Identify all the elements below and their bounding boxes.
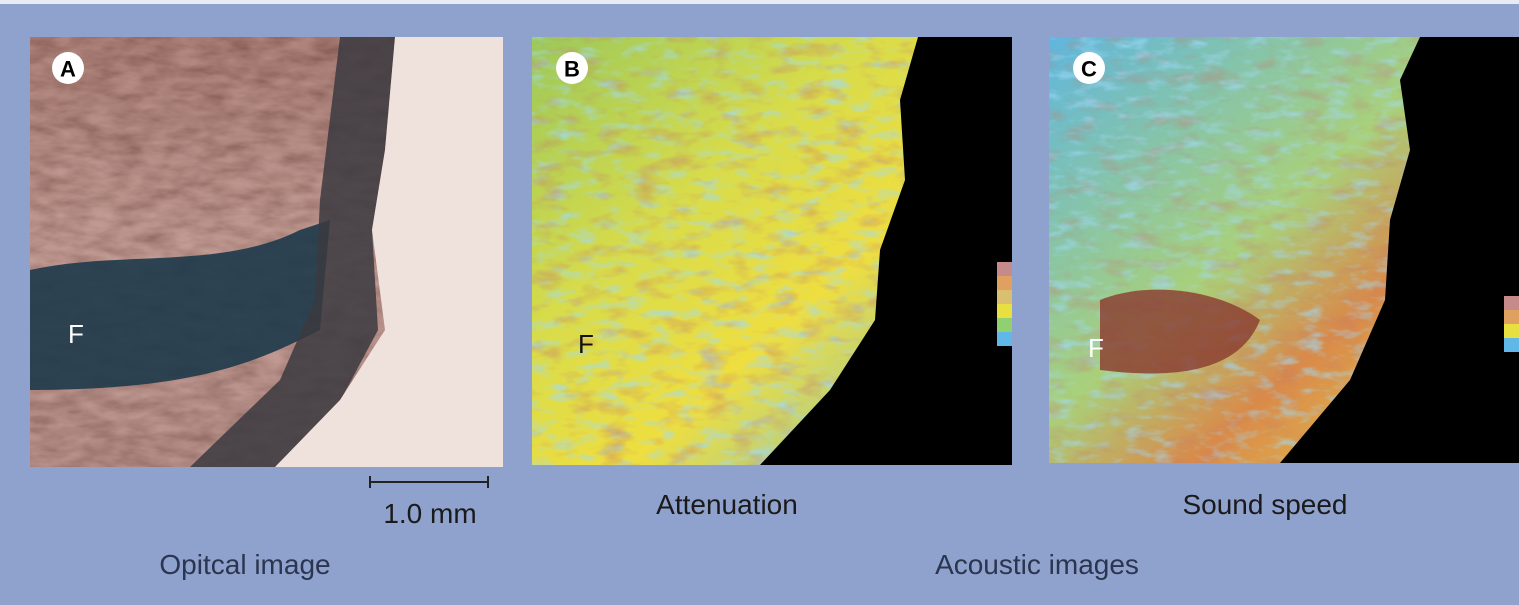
- region-marker: F: [68, 319, 84, 349]
- panel-caption: Attenuation: [656, 489, 798, 520]
- figure: A B C F F F 1.0 mm Attenuation Sound spe…: [0, 0, 1519, 605]
- page: {"panels": [ {"label": "A", "marker": "F…: [0, 0, 1519, 605]
- panel-caption: Sound speed: [1182, 489, 1347, 520]
- group-caption: Opitcal image: [159, 549, 330, 580]
- attenuation-image: [532, 37, 1012, 465]
- color-scale: [1504, 296, 1519, 352]
- group-caption: Acoustic images: [935, 549, 1139, 580]
- optical-image: [30, 37, 503, 467]
- panel-label: A: [60, 57, 76, 82]
- region-marker: F: [1088, 333, 1104, 363]
- top-edge: [0, 0, 1519, 4]
- panel-label: B: [564, 57, 580, 82]
- panel-label: C: [1081, 57, 1097, 82]
- region-marker: F: [578, 329, 594, 359]
- color-scale: [997, 262, 1012, 346]
- scale-bar: [370, 476, 488, 488]
- sound-speed-image: [1049, 37, 1519, 463]
- scale-label: 1.0 mm: [383, 498, 476, 529]
